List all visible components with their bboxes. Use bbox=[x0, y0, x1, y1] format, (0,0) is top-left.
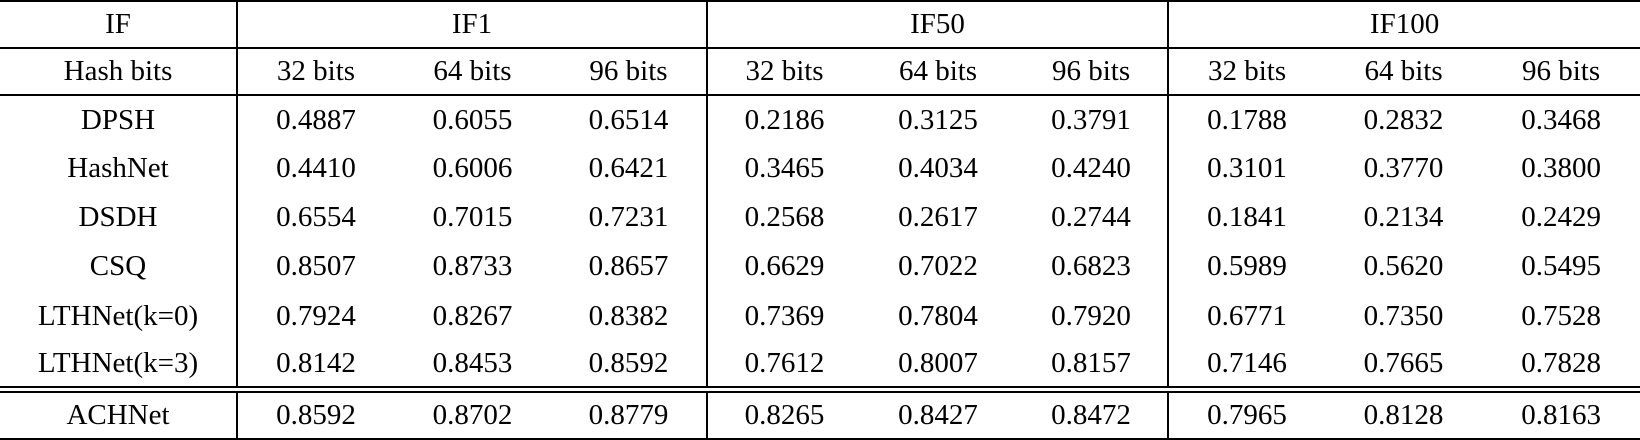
metric-value-cell: 0.7804 bbox=[898, 299, 978, 332]
bit-header-cell: 64 bits bbox=[861, 48, 1016, 96]
metric-value-cell: 0.7022 bbox=[898, 250, 978, 283]
method-name-cell: HashNet bbox=[67, 152, 169, 185]
method-name-cell: DPSH bbox=[80, 103, 156, 136]
metric-value-cell: 0.8142 bbox=[236, 340, 394, 390]
metric-value-cell: 0.6055 bbox=[432, 103, 513, 136]
metric-value-cell: 0.7015 bbox=[432, 201, 513, 234]
metric-value-cell: 0.7350 bbox=[1363, 299, 1444, 332]
metric-value-cell: 0.6629 bbox=[706, 242, 862, 292]
table-row: ACHNet 0.8592 0.8702 0.8779 0.8265 0.8427 0.84… bbox=[0, 386, 1640, 439]
metric-value-cell: 0.3125 bbox=[898, 103, 978, 136]
method-name-cell: LTHNet(k=0) bbox=[37, 299, 199, 332]
metric-value-cell: 0.8507 bbox=[236, 242, 394, 292]
metric-value-cell: 0.8453 bbox=[432, 347, 513, 380]
metric-value-cell: 0.3468 bbox=[1521, 103, 1601, 136]
bit-header-cell: 64 bits bbox=[394, 48, 551, 96]
metric-value-cell: 0.8592 bbox=[236, 386, 394, 439]
corner-header-cell: IF bbox=[0, 1, 237, 49]
metric-value-cell: 0.8163 bbox=[1482, 386, 1640, 439]
metric-value-cell: 0.2832 bbox=[1363, 103, 1444, 136]
metric-value-cell: 0.7612 bbox=[706, 340, 862, 390]
method-name-cell: LTHNet(k=3) bbox=[37, 347, 199, 380]
metric-value-cell: 0.3800 bbox=[1521, 152, 1601, 185]
metric-value-cell: 0.3770 bbox=[1363, 152, 1444, 185]
metric-value-cell: 0.2429 bbox=[1521, 201, 1601, 234]
metric-value-cell: 0.7146 bbox=[1167, 340, 1326, 390]
metric-value-cell: 0.7369 bbox=[706, 291, 862, 341]
metric-value-cell: 0.8779 bbox=[551, 386, 708, 439]
metric-value-cell: 0.8128 bbox=[1325, 386, 1483, 439]
method-name-cell: CSQ bbox=[89, 250, 147, 283]
table-row: LTHNet(k=3) 0.8142 0.8453 0.8592 0.7612 0.800… bbox=[0, 340, 1640, 390]
metric-value-cell: 0.8702 bbox=[394, 386, 551, 439]
metric-value-cell: 0.2744 bbox=[1051, 201, 1131, 234]
metric-value-cell: 0.8427 bbox=[861, 386, 1016, 439]
metric-value-cell: 0.8472 bbox=[1015, 386, 1169, 439]
method-name-cell: DSDH bbox=[78, 201, 158, 234]
group-header-if1: IF1 bbox=[235, 1, 708, 49]
metric-value-cell: 0.2568 bbox=[706, 193, 862, 243]
row-header-cell: Hash bits bbox=[0, 48, 237, 96]
metric-value-cell: 0.8657 bbox=[588, 250, 669, 283]
metric-value-cell: 0.7528 bbox=[1521, 299, 1601, 332]
metric-value-cell: 0.5620 bbox=[1363, 250, 1444, 283]
metric-value-cell: 0.6421 bbox=[588, 152, 669, 185]
metric-value-cell: 0.2134 bbox=[1363, 201, 1444, 234]
group-header-if100: IF100 bbox=[1167, 1, 1640, 49]
bit-header-cell: 32 bits bbox=[236, 48, 394, 96]
metric-value-cell: 0.8733 bbox=[432, 250, 513, 283]
metric-value-cell: 0.7665 bbox=[1363, 347, 1444, 380]
metric-value-cell: 0.7924 bbox=[236, 291, 394, 341]
metric-value-cell: 0.6771 bbox=[1167, 291, 1326, 341]
bit-header-cell: 32 bits bbox=[706, 48, 862, 96]
bit-header-row: Hash bits 32 bits 64 bits 96 bits 32 bit… bbox=[0, 48, 1640, 96]
table-row: DSDH 0.6554 0.7015 0.7231 0.2568 0.2617 0.2744… bbox=[0, 193, 1640, 243]
metric-value-cell: 0.6554 bbox=[236, 193, 394, 243]
metric-value-cell: 0.4887 bbox=[236, 95, 394, 145]
table-row: DPSH 0.4887 0.6055 0.6514 0.2186 0.3125 0.3791… bbox=[0, 95, 1640, 145]
bit-header-cell: 64 bits bbox=[1325, 48, 1483, 96]
metric-value-cell: 0.3101 bbox=[1167, 144, 1326, 194]
metric-value-cell: 0.7828 bbox=[1521, 347, 1601, 380]
metric-value-cell: 0.2617 bbox=[898, 201, 978, 234]
metric-value-cell: 0.6823 bbox=[1051, 250, 1131, 283]
metric-value-cell: 0.5495 bbox=[1521, 250, 1601, 283]
group-header-row: IF IF1 IF50 IF100 bbox=[0, 1, 1640, 49]
metric-value-cell: 0.6514 bbox=[588, 103, 669, 136]
bit-header-cell: 96 bits bbox=[1482, 48, 1640, 96]
bit-header-cell: 96 bits bbox=[1015, 48, 1169, 96]
metric-value-cell: 0.6006 bbox=[432, 152, 513, 185]
metric-value-cell: 0.2186 bbox=[706, 95, 862, 145]
bit-header-cell: 32 bits bbox=[1167, 48, 1326, 96]
metric-value-cell: 0.1841 bbox=[1167, 193, 1326, 243]
method-name-cell: ACHNet bbox=[0, 386, 237, 439]
metric-value-cell: 0.1788 bbox=[1167, 95, 1326, 145]
group-header-if50: IF50 bbox=[706, 1, 1169, 49]
metric-value-cell: 0.5989 bbox=[1167, 242, 1326, 292]
metric-value-cell: 0.8265 bbox=[706, 386, 862, 439]
table-body: DPSH 0.4887 0.6055 0.6514 0.2186 0.3125 0.3791… bbox=[0, 95, 1640, 439]
table-row: HashNet 0.4410 0.6006 0.6421 0.3465 0.4034 0.4… bbox=[0, 144, 1640, 194]
metric-value-cell: 0.4410 bbox=[236, 144, 394, 194]
metric-value-cell: 0.3465 bbox=[706, 144, 862, 194]
table-row: LTHNet(k=0) 0.7924 0.8267 0.8382 0.7369 0.780… bbox=[0, 291, 1640, 341]
metric-value-cell: 0.3791 bbox=[1051, 103, 1131, 136]
metric-value-cell: 0.8267 bbox=[432, 299, 513, 332]
metric-value-cell: 0.8592 bbox=[588, 347, 669, 380]
metric-value-cell: 0.4240 bbox=[1051, 152, 1131, 185]
bit-header-cell: 96 bits bbox=[551, 48, 708, 96]
metric-value-cell: 0.4034 bbox=[898, 152, 978, 185]
metric-value-cell: 0.7920 bbox=[1051, 299, 1131, 332]
metric-value-cell: 0.7965 bbox=[1167, 386, 1326, 439]
metric-value-cell: 0.7231 bbox=[588, 201, 669, 234]
metric-value-cell: 0.8157 bbox=[1051, 347, 1131, 380]
metric-value-cell: 0.8007 bbox=[898, 347, 978, 380]
metric-value-cell: 0.8382 bbox=[588, 299, 669, 332]
table-row: CSQ 0.8507 0.8733 0.8657 0.6629 0.7022 0.6823 0… bbox=[0, 242, 1640, 292]
